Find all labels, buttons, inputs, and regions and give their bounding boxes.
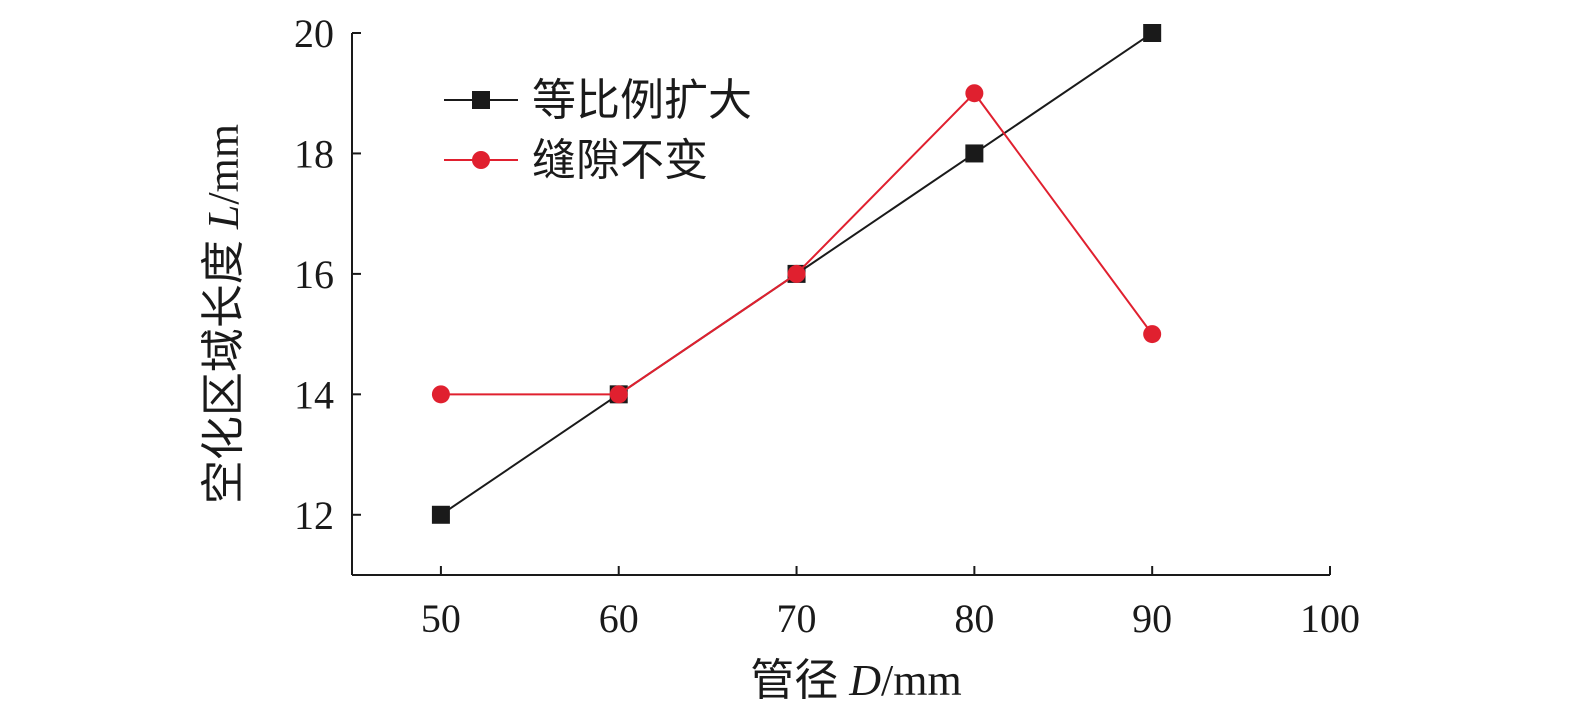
legend-item-1: 等比例扩大: [444, 76, 752, 125]
data-point: [965, 144, 984, 163]
data-point: [431, 505, 450, 524]
data-point: [609, 385, 628, 404]
y-tick-label: 12: [294, 493, 334, 538]
y-tick-label: 20: [294, 11, 334, 56]
legend-swatch-marker: [472, 91, 490, 109]
data-point: [431, 385, 450, 404]
data-point: [787, 264, 806, 283]
data-point: [965, 84, 984, 103]
series-2: [431, 84, 1162, 404]
axes: 50 60 70 80 90 100 12 14 16 18 20 管径 D/mm 空化区域长度 L/m…: [199, 11, 1360, 705]
legend-label: 缝隙不变: [532, 136, 708, 185]
x-axis-title: 管径 D/mm: [750, 656, 961, 705]
plot-series: [431, 24, 1162, 524]
x-tick-label: 70: [777, 596, 817, 641]
y-axis-title: 空化区域长度 L/mm: [199, 124, 248, 504]
x-tick-label: 50: [421, 596, 461, 641]
legend-label: 等比例扩大: [532, 76, 752, 125]
x-tick-label: 100: [1300, 596, 1360, 641]
legend-swatch-marker: [472, 151, 490, 169]
data-point: [1143, 325, 1162, 344]
x-tick-label: 90: [1132, 596, 1172, 641]
x-tick-label: 80: [954, 596, 994, 641]
y-tick-label: 18: [294, 131, 334, 176]
data-point: [1143, 24, 1162, 42]
y-tick-label: 14: [294, 372, 334, 417]
y-tick-label: 16: [294, 252, 334, 297]
legend-item-2: 缝隙不变: [444, 136, 708, 185]
x-tick-label: 60: [599, 596, 639, 641]
